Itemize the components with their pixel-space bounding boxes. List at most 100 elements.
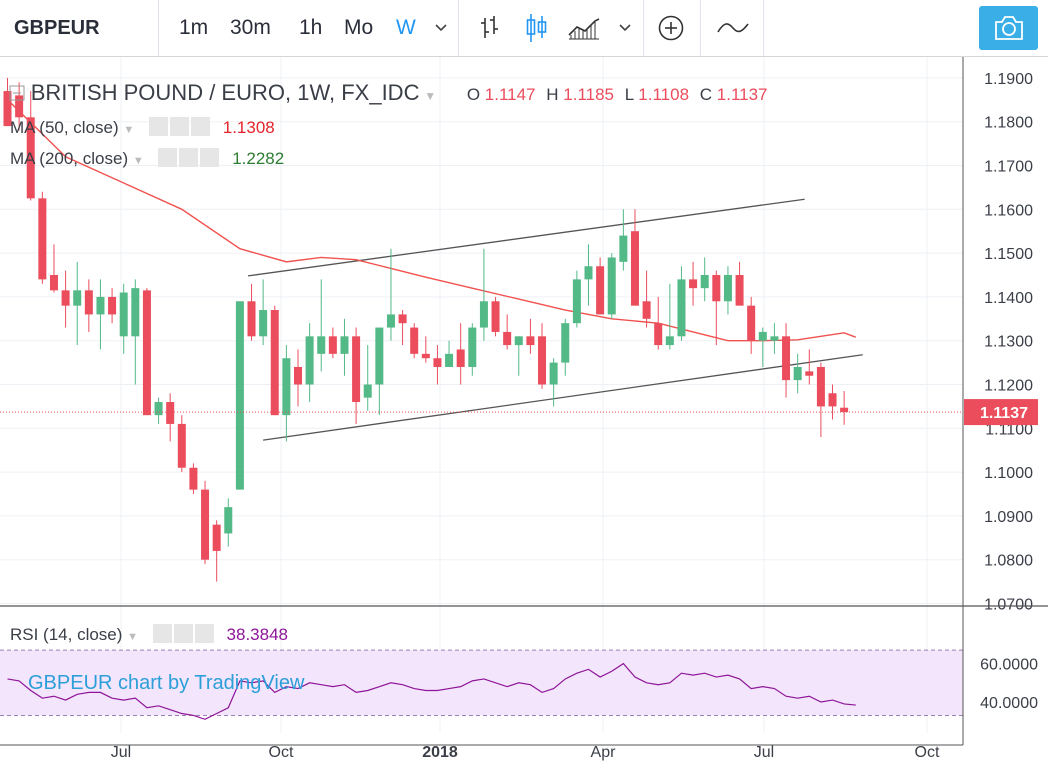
candle-body bbox=[317, 336, 326, 354]
rsi-label: RSI (14, close) bbox=[10, 625, 123, 644]
candle-body bbox=[654, 323, 663, 346]
candle-body bbox=[142, 290, 151, 416]
candle-body bbox=[840, 407, 849, 413]
camera-icon bbox=[995, 16, 1023, 40]
candle-body bbox=[305, 336, 314, 385]
trendlines bbox=[247, 198, 863, 441]
rsi-band bbox=[0, 650, 963, 716]
y-tick-label: 1.1800 bbox=[984, 115, 1033, 132]
gear-icon[interactable] bbox=[179, 148, 199, 167]
candle-body bbox=[549, 362, 558, 385]
candle-body bbox=[49, 275, 58, 291]
chevron-down-icon[interactable]: ▼ bbox=[424, 89, 437, 103]
y-tick-label: 1.1300 bbox=[984, 334, 1033, 351]
candle-body bbox=[561, 323, 570, 363]
candle-body bbox=[584, 266, 593, 280]
last-price-box bbox=[964, 399, 1038, 426]
candle-body bbox=[782, 336, 791, 381]
candle-body bbox=[363, 384, 372, 398]
ma50-legend: MA (50, close) ▼ 1.1308 bbox=[10, 117, 275, 138]
bar-chart-icon[interactable] bbox=[478, 14, 502, 42]
high-label: H bbox=[546, 85, 559, 104]
ma50-value: 1.1308 bbox=[222, 118, 275, 137]
area-chart-icon[interactable] bbox=[567, 15, 601, 41]
low-value: 1.1108 bbox=[638, 85, 690, 104]
gear-icon[interactable] bbox=[173, 624, 193, 643]
candle-body bbox=[433, 358, 442, 367]
chart-area[interactable]: 1.1900 1.1800 1.1700 1.1600 1.1500 1.1400 1.13… bbox=[0, 57, 1048, 779]
close-icon[interactable] bbox=[194, 624, 214, 643]
x-tick-label: Oct bbox=[915, 744, 940, 761]
close-value: 1.1137 bbox=[716, 85, 768, 104]
candle-body bbox=[247, 301, 256, 337]
close-icon[interactable] bbox=[191, 117, 211, 136]
candle-body bbox=[61, 290, 70, 306]
wave-icon[interactable] bbox=[716, 18, 750, 38]
interval-w-button[interactable]: W bbox=[396, 16, 416, 39]
grid bbox=[0, 57, 963, 733]
axes: 1.1900 1.1800 1.1700 1.1600 1.1500 1.1400 1.13… bbox=[0, 57, 1048, 761]
candle-body bbox=[700, 275, 709, 289]
candle-body bbox=[445, 353, 454, 367]
rsi-background bbox=[0, 649, 963, 716]
chart-toolbar: GBPEUR 1m 30m 1h Mo W bbox=[0, 0, 1048, 57]
candle-body bbox=[619, 235, 628, 262]
rsi-tick-label: 40.0000 bbox=[980, 695, 1038, 712]
ma200-value: 1.2282 bbox=[232, 149, 285, 168]
toolbar-divider bbox=[458, 0, 459, 56]
candle-body bbox=[410, 327, 419, 354]
candle-body bbox=[38, 198, 47, 280]
candle-body bbox=[386, 314, 395, 328]
candle-body bbox=[352, 336, 361, 403]
chevron-down-icon[interactable] bbox=[618, 22, 632, 34]
collapse-legend-icon[interactable] bbox=[8, 84, 26, 102]
candle-body bbox=[747, 305, 756, 341]
symbol-search-button[interactable]: GBPEUR bbox=[14, 16, 100, 39]
candle-body bbox=[340, 336, 349, 354]
gear-icon[interactable] bbox=[170, 117, 190, 136]
rsi-legend: RSI (14, close) ▼ 38.3848 bbox=[10, 624, 288, 645]
eye-icon[interactable] bbox=[158, 148, 178, 167]
chevron-down-icon[interactable]: ▼ bbox=[132, 155, 144, 167]
candle-body bbox=[189, 467, 198, 490]
open-label: O bbox=[466, 85, 481, 104]
y-tick-label: 1.0900 bbox=[984, 509, 1033, 526]
candles bbox=[3, 77, 849, 582]
ma200-label: MA (200, close) bbox=[10, 149, 129, 168]
candle-body bbox=[735, 275, 744, 306]
ma200-legend: MA (200, close) ▼ 1.2282 bbox=[10, 148, 284, 169]
watermark-link[interactable]: GBPEUR chart by TradingView bbox=[28, 672, 305, 694]
candle-body bbox=[398, 314, 407, 324]
chevron-down-icon[interactable]: ▼ bbox=[127, 631, 139, 643]
candle-body bbox=[166, 402, 175, 424]
y-tick-label: 1.0800 bbox=[984, 553, 1033, 570]
candle-body bbox=[131, 288, 140, 337]
chevron-down-icon[interactable]: ▼ bbox=[123, 124, 135, 136]
interval-1h-button[interactable]: 1h bbox=[299, 16, 323, 39]
interval-1m-button[interactable]: 1m bbox=[179, 16, 209, 39]
y-tick-label: 1.1200 bbox=[984, 378, 1033, 395]
plus-circle-icon[interactable] bbox=[657, 14, 685, 42]
eye-icon[interactable] bbox=[152, 624, 172, 643]
ma50-series bbox=[7, 99, 857, 342]
y-tick-label: 1.1600 bbox=[984, 202, 1033, 219]
interval-mo-button[interactable]: Mo bbox=[344, 16, 374, 39]
candle-body bbox=[235, 301, 244, 490]
candle-body bbox=[224, 507, 233, 534]
trendline bbox=[263, 354, 863, 441]
chevron-down-icon[interactable] bbox=[434, 22, 448, 34]
candle-body bbox=[212, 524, 221, 551]
close-icon[interactable] bbox=[200, 148, 220, 167]
low-label: L bbox=[624, 85, 634, 104]
candle-body bbox=[154, 402, 163, 416]
rsi-tick-label: 60.0000 bbox=[980, 657, 1038, 674]
interval-30m-button[interactable]: 30m bbox=[230, 16, 271, 39]
candlestick-chart-icon[interactable] bbox=[524, 12, 550, 44]
candle-body bbox=[479, 301, 488, 328]
eye-icon[interactable] bbox=[149, 117, 169, 136]
snapshot-button[interactable] bbox=[979, 6, 1038, 50]
x-tick-label: Oct bbox=[269, 744, 294, 761]
rsi-series bbox=[7, 662, 856, 720]
candle-body bbox=[73, 290, 82, 306]
candle-body bbox=[84, 290, 93, 315]
